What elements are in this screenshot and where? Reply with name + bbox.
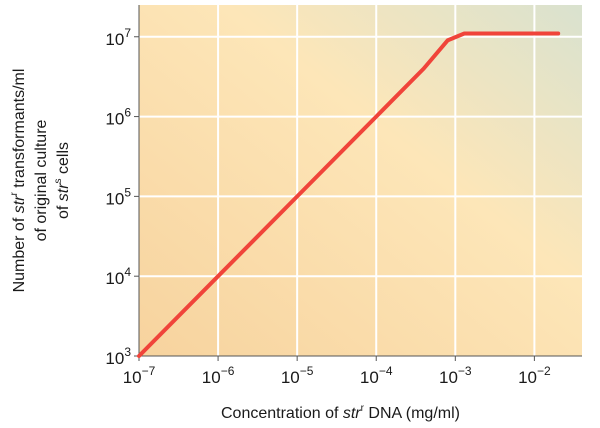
tick-exponent: 5 xyxy=(124,185,131,199)
axis-titles: Concentration of strr DNA (mg/ml) Number … xyxy=(9,69,460,422)
tick-base: 10 xyxy=(439,368,458,387)
tick-exponent: 6 xyxy=(124,106,131,120)
tick-exponent: −6 xyxy=(221,364,235,378)
tick-exponent: −5 xyxy=(300,364,314,378)
y-axis-title-line-3: of strs cells xyxy=(53,142,72,219)
y-axis-title-line-2: of original culture xyxy=(33,119,50,241)
y-tick-label: 103 xyxy=(105,345,131,368)
tick-exponent: −3 xyxy=(458,364,472,378)
y-axis-title-line-1: Number of strr transformants/ml xyxy=(9,69,28,293)
plot-area-background xyxy=(139,5,582,356)
tick-base: 10 xyxy=(105,30,124,49)
y-tick-label: 106 xyxy=(105,106,131,129)
tick-base: 10 xyxy=(202,368,221,387)
tick-base: 10 xyxy=(123,368,142,387)
x-tick-label: 10−4 xyxy=(360,364,393,387)
y-tick-label: 104 xyxy=(105,265,131,288)
tick-exponent: −4 xyxy=(379,364,393,378)
tick-exponent: −7 xyxy=(142,364,156,378)
series-line-0 xyxy=(137,31,561,358)
tick-exponent: 7 xyxy=(124,26,131,40)
tick-base: 10 xyxy=(105,269,124,288)
x-tick-label: 10−5 xyxy=(281,364,314,387)
y-tick-label: 107 xyxy=(105,26,131,49)
x-tick-label: 10−3 xyxy=(439,364,472,387)
x-tick-label: 10−2 xyxy=(518,364,551,387)
tick-exponent: −2 xyxy=(537,364,551,378)
tick-base: 10 xyxy=(105,110,124,129)
tick-base: 10 xyxy=(105,189,124,208)
x-axis-title: Concentration of strr DNA (mg/ml) xyxy=(221,403,460,422)
x-tick-label: 10−6 xyxy=(202,364,235,387)
tick-base: 10 xyxy=(281,368,300,387)
gridlines xyxy=(139,5,582,356)
tick-base: 10 xyxy=(360,368,379,387)
tick-base: 10 xyxy=(105,349,124,368)
x-tick-label: 10−7 xyxy=(123,364,156,387)
tick-exponent: 4 xyxy=(124,265,131,279)
series-layer xyxy=(137,31,561,358)
tick-base: 10 xyxy=(518,368,537,387)
tick-exponent: 3 xyxy=(124,345,131,359)
y-tick-label: 105 xyxy=(105,185,131,208)
